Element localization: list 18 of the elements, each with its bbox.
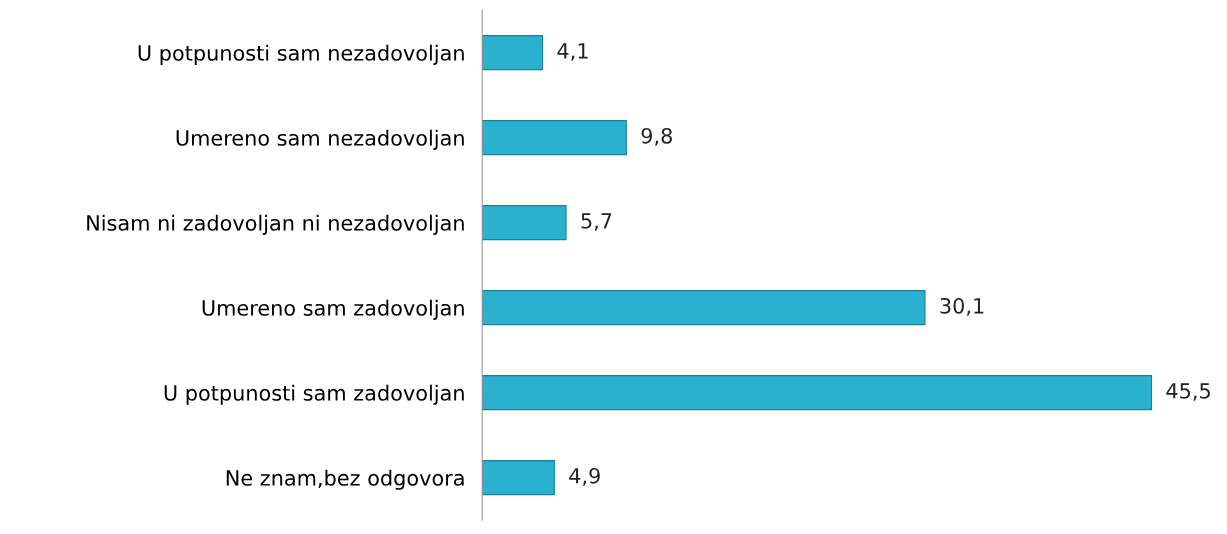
bar xyxy=(482,460,555,496)
bar xyxy=(482,35,544,71)
data-label: 45,5 xyxy=(1166,383,1210,401)
y-tick-label: U potpunosti sam zadovoljan xyxy=(164,384,464,405)
y-tick-label: U potpunosti sam nezadovoljan xyxy=(138,44,464,65)
data-label: 9,8 xyxy=(641,127,672,146)
y-tick-label: Umereno sam zadovoljan xyxy=(202,299,464,320)
bar xyxy=(482,290,926,326)
data-label: 5,7 xyxy=(581,213,612,231)
bar xyxy=(482,375,1153,411)
y-tick-label: Ne znam,bez odgovora xyxy=(226,469,464,490)
y-tick-label: Nisam ni zadovoljan ni nezadovoljan xyxy=(87,214,464,235)
data-label: 4,1 xyxy=(557,43,588,61)
bar xyxy=(482,205,567,241)
data-label: 30,1 xyxy=(940,297,984,316)
y-tick-label: Umereno sam nezadovoljan xyxy=(176,129,464,150)
bar xyxy=(482,120,627,156)
data-label: 4,9 xyxy=(569,467,600,486)
